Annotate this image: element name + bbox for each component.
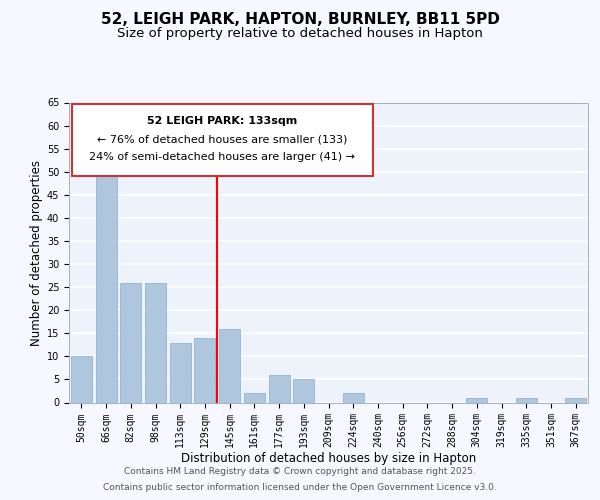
Bar [244, 394, 265, 402]
Text: Contains HM Land Registry data © Crown copyright and database right 2025.: Contains HM Land Registry data © Crown c… [124, 467, 476, 476]
Text: 52, LEIGH PARK, HAPTON, BURNLEY, BB11 5PD: 52, LEIGH PARK, HAPTON, BURNLEY, BB11 5P… [101, 12, 499, 28]
Y-axis label: Number of detached properties: Number of detached properties [29, 160, 43, 346]
Text: ← 76% of detached houses are smaller (133): ← 76% of detached houses are smaller (13… [97, 134, 347, 144]
X-axis label: Distribution of detached houses by size in Hapton: Distribution of detached houses by size … [181, 452, 476, 464]
Text: 52 LEIGH PARK: 133sqm: 52 LEIGH PARK: 133sqm [147, 116, 297, 126]
Bar [466, 398, 487, 402]
Bar [95, 158, 116, 402]
Bar [343, 394, 364, 402]
Bar [269, 375, 290, 402]
FancyBboxPatch shape [71, 104, 373, 176]
Bar [170, 342, 191, 402]
Bar [194, 338, 215, 402]
Bar [293, 380, 314, 402]
Bar [71, 356, 92, 403]
Text: Contains public sector information licensed under the Open Government Licence v3: Contains public sector information licen… [103, 484, 497, 492]
Bar [120, 282, 141, 403]
Text: 24% of semi-detached houses are larger (41) →: 24% of semi-detached houses are larger (… [89, 152, 355, 162]
Bar [516, 398, 537, 402]
Text: Size of property relative to detached houses in Hapton: Size of property relative to detached ho… [117, 28, 483, 40]
Bar [219, 328, 240, 402]
Bar [565, 398, 586, 402]
Bar [145, 282, 166, 403]
